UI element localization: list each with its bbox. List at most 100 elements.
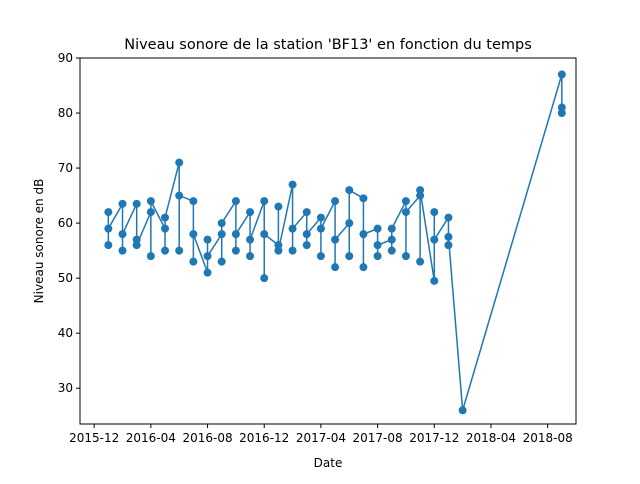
marker [132,235,141,244]
marker [118,199,127,208]
marker [189,257,198,266]
marker [373,241,382,250]
marker [430,235,439,244]
marker [302,241,311,250]
marker [345,186,354,195]
marker [231,246,240,255]
marker [557,103,566,112]
x-tick-label: 2016-08 [182,431,232,445]
marker [444,241,453,250]
marker [430,208,439,217]
marker [146,252,155,261]
marker [345,219,354,228]
marker [260,197,269,206]
marker [416,186,425,195]
x-axis-label: Date [314,456,343,470]
x-tick-label: 2016-04 [126,431,176,445]
marker [401,197,410,206]
marker [231,197,240,206]
x-tick-label: 2018-08 [523,431,573,445]
marker [231,230,240,239]
marker [146,208,155,217]
marker [104,241,113,250]
marker [430,276,439,285]
marker [373,252,382,261]
plot-frame [79,57,577,425]
marker [203,252,212,261]
marker [203,268,212,277]
marker [387,235,396,244]
x-tick-label: 2017-08 [353,431,403,445]
marker [288,180,297,189]
marker [302,230,311,239]
marker [387,246,396,255]
y-tick-label: 50 [58,271,73,285]
marker [118,246,127,255]
y-axis-label: Niveau sonore en dB [32,179,46,304]
marker [288,246,297,255]
marker [331,197,340,206]
x-tick-label: 2017-04 [296,431,346,445]
marker [175,191,184,200]
marker [387,224,396,233]
marker [557,70,566,79]
marker [132,241,141,250]
marker [161,224,170,233]
marker [161,213,170,222]
marker [146,197,155,206]
marker [373,224,382,233]
marker [274,246,283,255]
marker [118,230,127,239]
y-tick-label: 70 [58,161,73,175]
marker [203,235,212,244]
x-tick-label: 2015-12 [69,431,119,445]
marker [246,208,255,217]
y-tick-label: 40 [58,326,73,340]
marker [189,230,198,239]
marker [557,109,566,118]
y-tick-label: 30 [58,381,73,395]
marker [345,252,354,261]
marker [104,224,113,233]
marker [260,274,269,283]
y-tick-label: 80 [58,106,73,120]
marker [401,252,410,261]
marker [458,406,467,415]
marker [331,235,340,244]
x-tick-label: 2018-04 [466,431,516,445]
marker [316,224,325,233]
marker [217,219,226,228]
marker [161,246,170,255]
marker [189,197,198,206]
marker [274,241,283,250]
y-tick-label: 90 [58,51,73,65]
marker [246,252,255,261]
marker [274,202,283,211]
marker [401,208,410,217]
marker [217,230,226,239]
marker [217,257,226,266]
chart-title: Niveau sonore de la station 'BF13' en fo… [124,37,532,53]
marker [246,235,255,244]
x-tick-label: 2016-12 [239,431,289,445]
marker [175,246,184,255]
marker [104,208,113,217]
marker [316,252,325,261]
marker [416,257,425,266]
marker [359,230,368,239]
marker [359,194,368,203]
y-tick-label: 60 [58,216,73,230]
marker [416,191,425,200]
marker [175,158,184,167]
marker [302,208,311,217]
marker [316,213,325,222]
marker [444,213,453,222]
marker [288,224,297,233]
marker [132,199,141,208]
marker [444,232,453,241]
marker [331,263,340,272]
marker [359,263,368,272]
marker [260,230,269,239]
x-tick-label: 2017-12 [409,431,459,445]
